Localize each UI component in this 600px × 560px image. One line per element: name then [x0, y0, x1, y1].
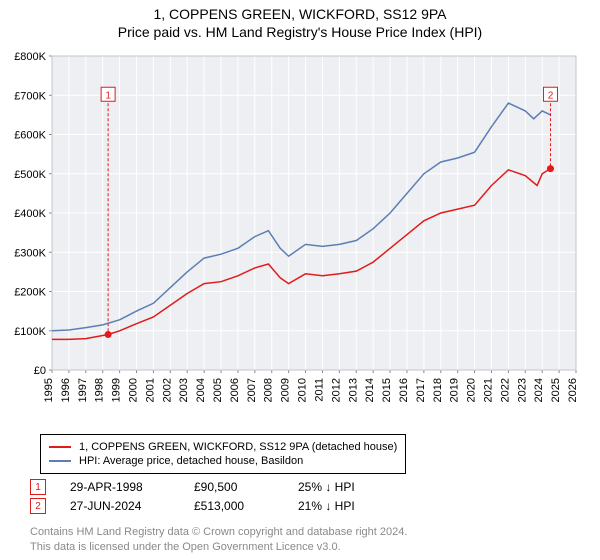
svg-text:£400K: £400K: [14, 208, 46, 220]
legend-item: HPI: Average price, detached house, Basi…: [49, 455, 397, 467]
marker-pct: 25% ↓ HPI: [298, 480, 378, 494]
svg-text:2004: 2004: [195, 378, 207, 402]
legend-label: 1, COPPENS GREEN, WICKFORD, SS12 9PA (de…: [79, 441, 397, 453]
svg-text:1996: 1996: [60, 378, 72, 402]
svg-text:1997: 1997: [77, 378, 89, 402]
svg-text:£200K: £200K: [14, 287, 46, 299]
svg-text:2000: 2000: [128, 378, 140, 402]
svg-text:2001: 2001: [144, 378, 156, 402]
svg-text:2023: 2023: [516, 378, 528, 402]
svg-text:£100K: £100K: [14, 326, 46, 338]
svg-text:£0: £0: [34, 365, 46, 377]
marker-pct: 21% ↓ HPI: [298, 499, 378, 513]
marker-row: 1 29-APR-1998 £90,500 25% ↓ HPI: [30, 479, 570, 495]
marker-price: £90,500: [194, 480, 274, 494]
svg-text:2002: 2002: [161, 378, 173, 402]
svg-text:2014: 2014: [364, 378, 376, 402]
svg-text:2016: 2016: [398, 378, 410, 402]
svg-text:£700K: £700K: [14, 90, 46, 102]
svg-text:2024: 2024: [533, 378, 545, 402]
marker-date: 27-JUN-2024: [70, 499, 170, 513]
svg-text:2013: 2013: [347, 378, 359, 402]
marker-price: £513,000: [194, 499, 274, 513]
svg-text:£300K: £300K: [14, 247, 46, 259]
svg-text:1995: 1995: [43, 378, 55, 402]
legend-swatch: [49, 446, 71, 448]
legend-label: HPI: Average price, detached house, Basi…: [79, 455, 303, 467]
marker-date: 29-APR-1998: [70, 480, 170, 494]
svg-text:2019: 2019: [449, 378, 461, 402]
marker-table: 1 29-APR-1998 £90,500 25% ↓ HPI 2 27-JUN-2024…: [30, 476, 570, 517]
svg-text:2018: 2018: [432, 378, 444, 402]
svg-text:2026: 2026: [567, 378, 579, 402]
svg-text:1999: 1999: [111, 378, 123, 402]
marker-badge: 1: [30, 479, 46, 495]
marker-badge: 2: [30, 498, 46, 514]
svg-text:2008: 2008: [263, 378, 275, 402]
svg-text:2007: 2007: [246, 378, 258, 402]
svg-text:2022: 2022: [499, 378, 511, 402]
svg-text:£500K: £500K: [14, 169, 46, 181]
svg-text:2011: 2011: [313, 378, 325, 402]
footnote-line: This data is licensed under the Open Gov…: [30, 540, 407, 554]
svg-text:2015: 2015: [381, 378, 393, 402]
svg-text:2012: 2012: [330, 378, 342, 402]
legend-swatch: [49, 460, 71, 462]
svg-text:2010: 2010: [297, 378, 309, 402]
footnote-line: Contains HM Land Registry data © Crown c…: [30, 525, 407, 539]
svg-text:2021: 2021: [482, 378, 494, 402]
svg-text:2017: 2017: [415, 378, 427, 402]
footnote: Contains HM Land Registry data © Crown c…: [30, 525, 407, 554]
svg-text:2009: 2009: [280, 378, 292, 402]
legend-item: 1, COPPENS GREEN, WICKFORD, SS12 9PA (de…: [49, 441, 397, 453]
svg-text:2020: 2020: [466, 378, 478, 402]
marker-row: 2 27-JUN-2024 £513,000 21% ↓ HPI: [30, 498, 570, 514]
legend: 1, COPPENS GREEN, WICKFORD, SS12 9PA (de…: [40, 434, 406, 474]
page-title: 1, COPPENS GREEN, WICKFORD, SS12 9PA: [0, 6, 600, 22]
svg-text:2006: 2006: [229, 378, 241, 402]
svg-text:£800K: £800K: [14, 51, 46, 63]
svg-text:£600K: £600K: [14, 130, 46, 142]
svg-text:2: 2: [548, 90, 554, 101]
svg-text:1998: 1998: [94, 378, 106, 402]
svg-text:2005: 2005: [212, 378, 224, 402]
svg-text:2025: 2025: [550, 378, 562, 402]
price-chart: £0 £100K £200K £300K £400K £500K £600K £700K £80…: [0, 48, 600, 428]
page-subtitle: Price paid vs. HM Land Registry's House …: [0, 24, 600, 40]
svg-text:1: 1: [105, 90, 111, 101]
svg-text:2003: 2003: [178, 378, 190, 402]
